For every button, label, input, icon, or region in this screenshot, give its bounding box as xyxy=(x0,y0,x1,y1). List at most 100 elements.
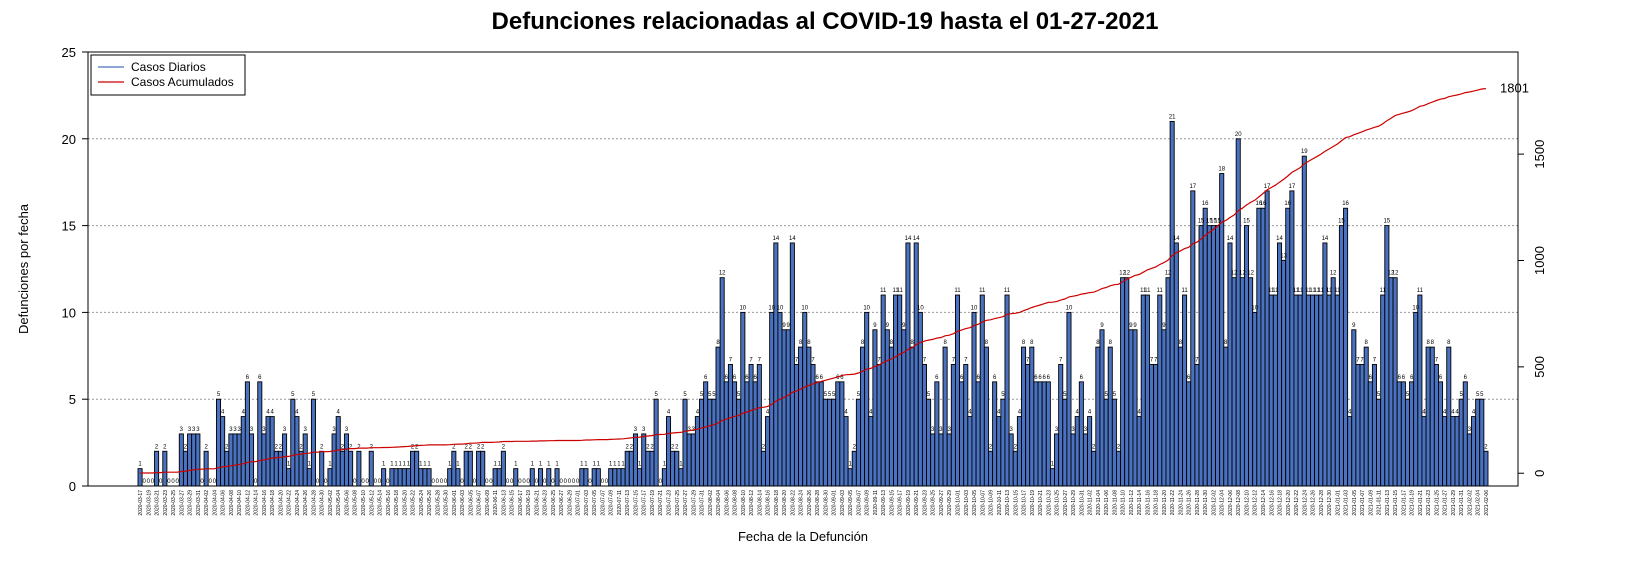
x-tick-label: 2020-05-12 xyxy=(369,490,375,516)
bar xyxy=(356,450,362,487)
bar xyxy=(187,433,193,487)
bar-label: 1 xyxy=(390,462,394,468)
bar-label: 0 xyxy=(485,479,489,485)
bar-label: 4 xyxy=(1076,410,1080,416)
bar xyxy=(1132,329,1138,487)
x-tick-label: 2021-01-27 xyxy=(1443,490,1449,516)
x-tick-label: 2020-11-04 xyxy=(1096,490,1102,515)
bar-label: 3 xyxy=(283,427,287,433)
x-tick-label: 2020-11-16 xyxy=(1145,490,1151,515)
bar-label: 11 xyxy=(1268,288,1275,294)
x-tick-label: 2020-11-28 xyxy=(1195,490,1201,515)
bar xyxy=(699,398,705,487)
bar-label: 6 xyxy=(1369,375,1373,381)
bar-label: 7 xyxy=(877,357,881,363)
bar-label: 15 xyxy=(1198,219,1205,225)
x-tick-label: 2020-06-01 xyxy=(452,490,458,516)
bar xyxy=(1388,277,1394,487)
bar-label: 3 xyxy=(196,427,200,433)
bar xyxy=(1446,346,1452,487)
bar-label: 11 xyxy=(1293,288,1300,294)
bar xyxy=(938,433,944,487)
x-tick-label: 2020-03-31 xyxy=(196,490,202,516)
bar xyxy=(872,329,878,487)
bar xyxy=(1120,277,1126,487)
bar xyxy=(905,242,911,487)
bar xyxy=(645,450,651,487)
y-tick-label: 0 xyxy=(69,479,76,494)
bar xyxy=(1425,346,1431,487)
bar xyxy=(1091,450,1097,487)
x-tick-label: 2020-07-09 xyxy=(609,490,615,516)
x-tick-label: 2021-01-17 xyxy=(1401,490,1407,516)
x-tick-label: 2020-06-29 xyxy=(567,490,573,516)
bar-label: 10 xyxy=(777,305,784,311)
bar-label: 6 xyxy=(725,375,729,381)
bar-label: 16 xyxy=(1260,201,1267,207)
legend-entry: Casos Acumulados xyxy=(131,75,234,89)
y2-tick-label: 0 xyxy=(1532,470,1547,477)
bar-label: 8 xyxy=(943,340,947,346)
bar-label: 3 xyxy=(250,427,254,433)
legend-box xyxy=(90,54,246,96)
bar xyxy=(616,468,622,487)
x-tick-label: 2020-10-05 xyxy=(972,490,978,516)
bar-label: 10 xyxy=(1251,305,1258,311)
x-tick-label: 2020-07-11 xyxy=(617,490,623,515)
x-tick-label: 2020-09-27 xyxy=(939,490,945,516)
bar-label: 8 xyxy=(1030,340,1034,346)
bar-label: 11 xyxy=(1318,288,1325,294)
x-tick-label: 2021-01-13 xyxy=(1385,490,1391,516)
x-tick-label: 2020-03-25 xyxy=(171,490,177,516)
bar-label: 5 xyxy=(1001,392,1005,398)
x-tick-label: 2020-10-23 xyxy=(1046,490,1052,516)
bars xyxy=(137,120,1489,487)
bar-label: 3 xyxy=(939,427,943,433)
bar-label: 12 xyxy=(1231,271,1238,277)
bar xyxy=(463,450,469,487)
bar-label: 6 xyxy=(1402,375,1406,381)
bar-label: 5 xyxy=(700,392,704,398)
x-tick-label: 2020-11-06 xyxy=(1104,490,1110,515)
bar xyxy=(926,398,932,487)
bar-label: 9 xyxy=(1129,323,1133,329)
x-tick-label: 2020-03-27 xyxy=(179,490,185,516)
bar xyxy=(1338,225,1344,487)
bar xyxy=(855,398,861,487)
bar-label: 4 xyxy=(766,410,770,416)
bar xyxy=(1256,207,1262,487)
bar xyxy=(760,450,766,487)
bar-label: 12 xyxy=(1239,271,1246,277)
x-tick-label: 2020-10-13 xyxy=(1005,490,1011,516)
bar xyxy=(818,381,824,487)
bar-label: 1 xyxy=(328,462,332,468)
bar xyxy=(983,346,989,487)
bar-label: 8 xyxy=(890,340,894,346)
bar xyxy=(447,468,453,487)
bar-label: 0 xyxy=(564,479,568,485)
bar-label: 1 xyxy=(617,462,621,468)
bar xyxy=(1260,207,1266,487)
bar xyxy=(810,364,816,487)
bar xyxy=(1037,381,1043,487)
x-tick-label: 2020-11-30 xyxy=(1203,490,1209,515)
bar-label: 8 xyxy=(985,340,989,346)
bar xyxy=(736,398,742,487)
x-tick-label: 2020-06-19 xyxy=(526,490,532,516)
bar xyxy=(348,450,354,487)
bar-label: 0 xyxy=(568,479,572,485)
x-tick-label: 2020-10-19 xyxy=(1030,490,1036,516)
bar xyxy=(178,433,184,487)
bar-label: 0 xyxy=(588,479,592,485)
x-tick-label: 2020-11-24 xyxy=(1178,490,1184,515)
bar-label: 14 xyxy=(905,236,912,242)
bar xyxy=(1004,294,1010,487)
x-tick-label: 2020-08-08 xyxy=(733,490,739,516)
bar-label: 5 xyxy=(1459,392,1463,398)
bar-label: 1 xyxy=(419,462,423,468)
bar xyxy=(1074,416,1080,487)
bar-label: 2 xyxy=(853,444,857,450)
bar-label: 4 xyxy=(271,410,275,416)
bar-label: 4 xyxy=(337,410,341,416)
